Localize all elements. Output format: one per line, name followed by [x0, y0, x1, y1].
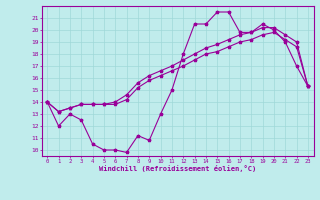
- X-axis label: Windchill (Refroidissement éolien,°C): Windchill (Refroidissement éolien,°C): [99, 165, 256, 172]
